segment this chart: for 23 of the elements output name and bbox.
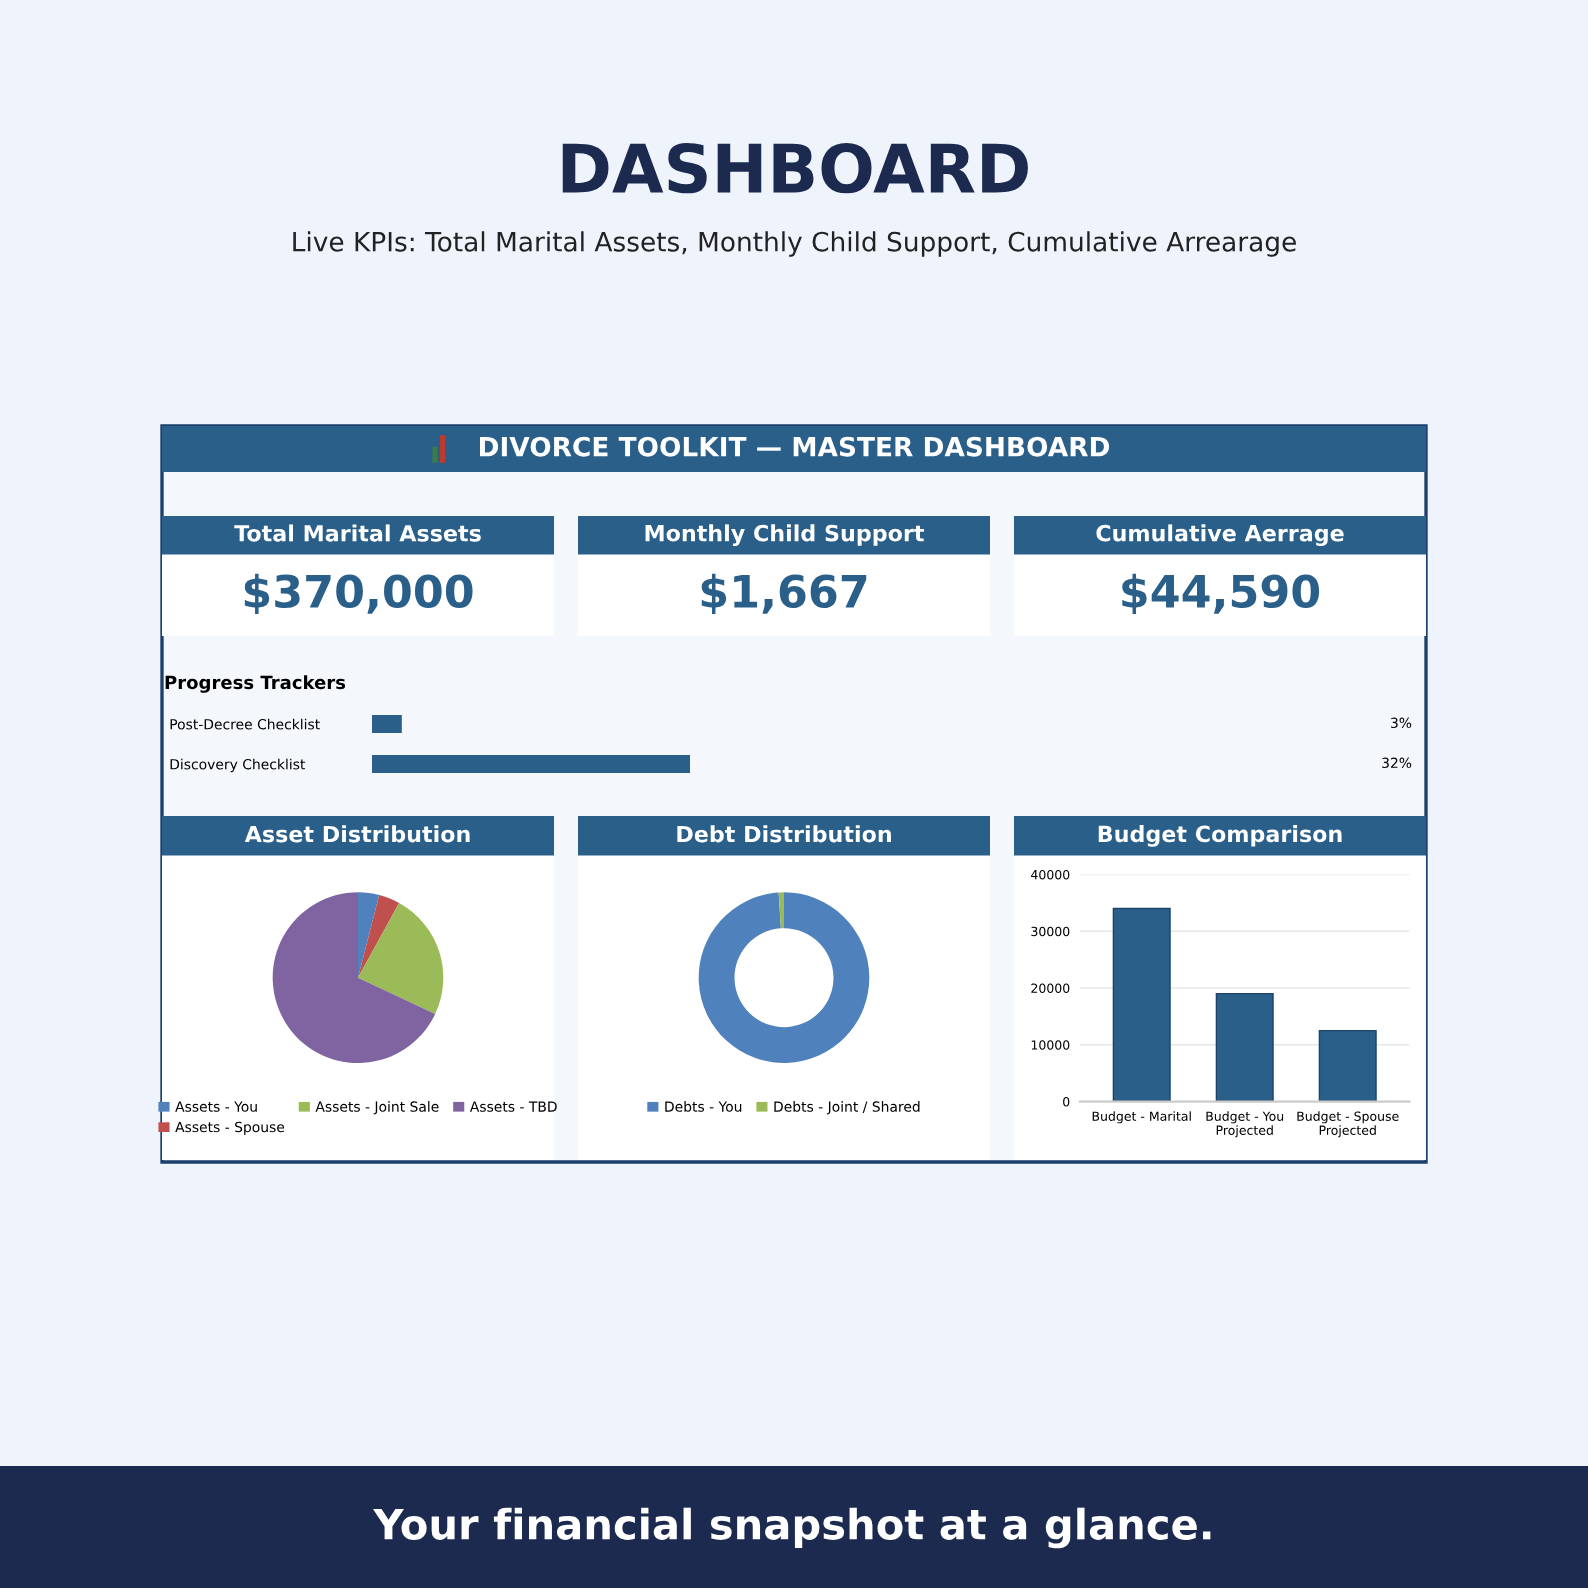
pie-slice (358, 892, 380, 978)
text: $1,667 (701, 573, 867, 614)
chart-title: Budget Comparison (1098, 825, 1342, 847)
donut-slice (698, 892, 870, 1063)
pie-slice (358, 895, 400, 978)
text: Cumulative Aerrage (1096, 524, 1344, 547)
text: Total Marital Assets (234, 524, 481, 542)
text: $370,000 (244, 573, 473, 614)
text: DIVORCE TOOLKIT — MASTER DASHBOARD (479, 436, 1110, 457)
text: DASHBOARD (562, 142, 1028, 194)
chart-title: Progress Trackers (165, 675, 346, 693)
chart-title: Asset Distribution (244, 825, 470, 843)
pie-slice (272, 892, 436, 1063)
text: Monthly Child Support (645, 524, 924, 547)
text: Live KPIs: Total Marital Assets, Monthly Child Support, Cumulative Arrearage (293, 231, 1296, 257)
text: $44,590 (1122, 573, 1320, 614)
pie-slice (358, 902, 444, 1014)
bar (1112, 907, 1171, 1102)
chart-title: Debt Distribution (677, 825, 891, 843)
bar (1318, 1029, 1377, 1102)
donut-slice (778, 892, 784, 929)
bar (1215, 992, 1274, 1102)
text: Your financial snapshot at a glance. (372, 1507, 1211, 1549)
